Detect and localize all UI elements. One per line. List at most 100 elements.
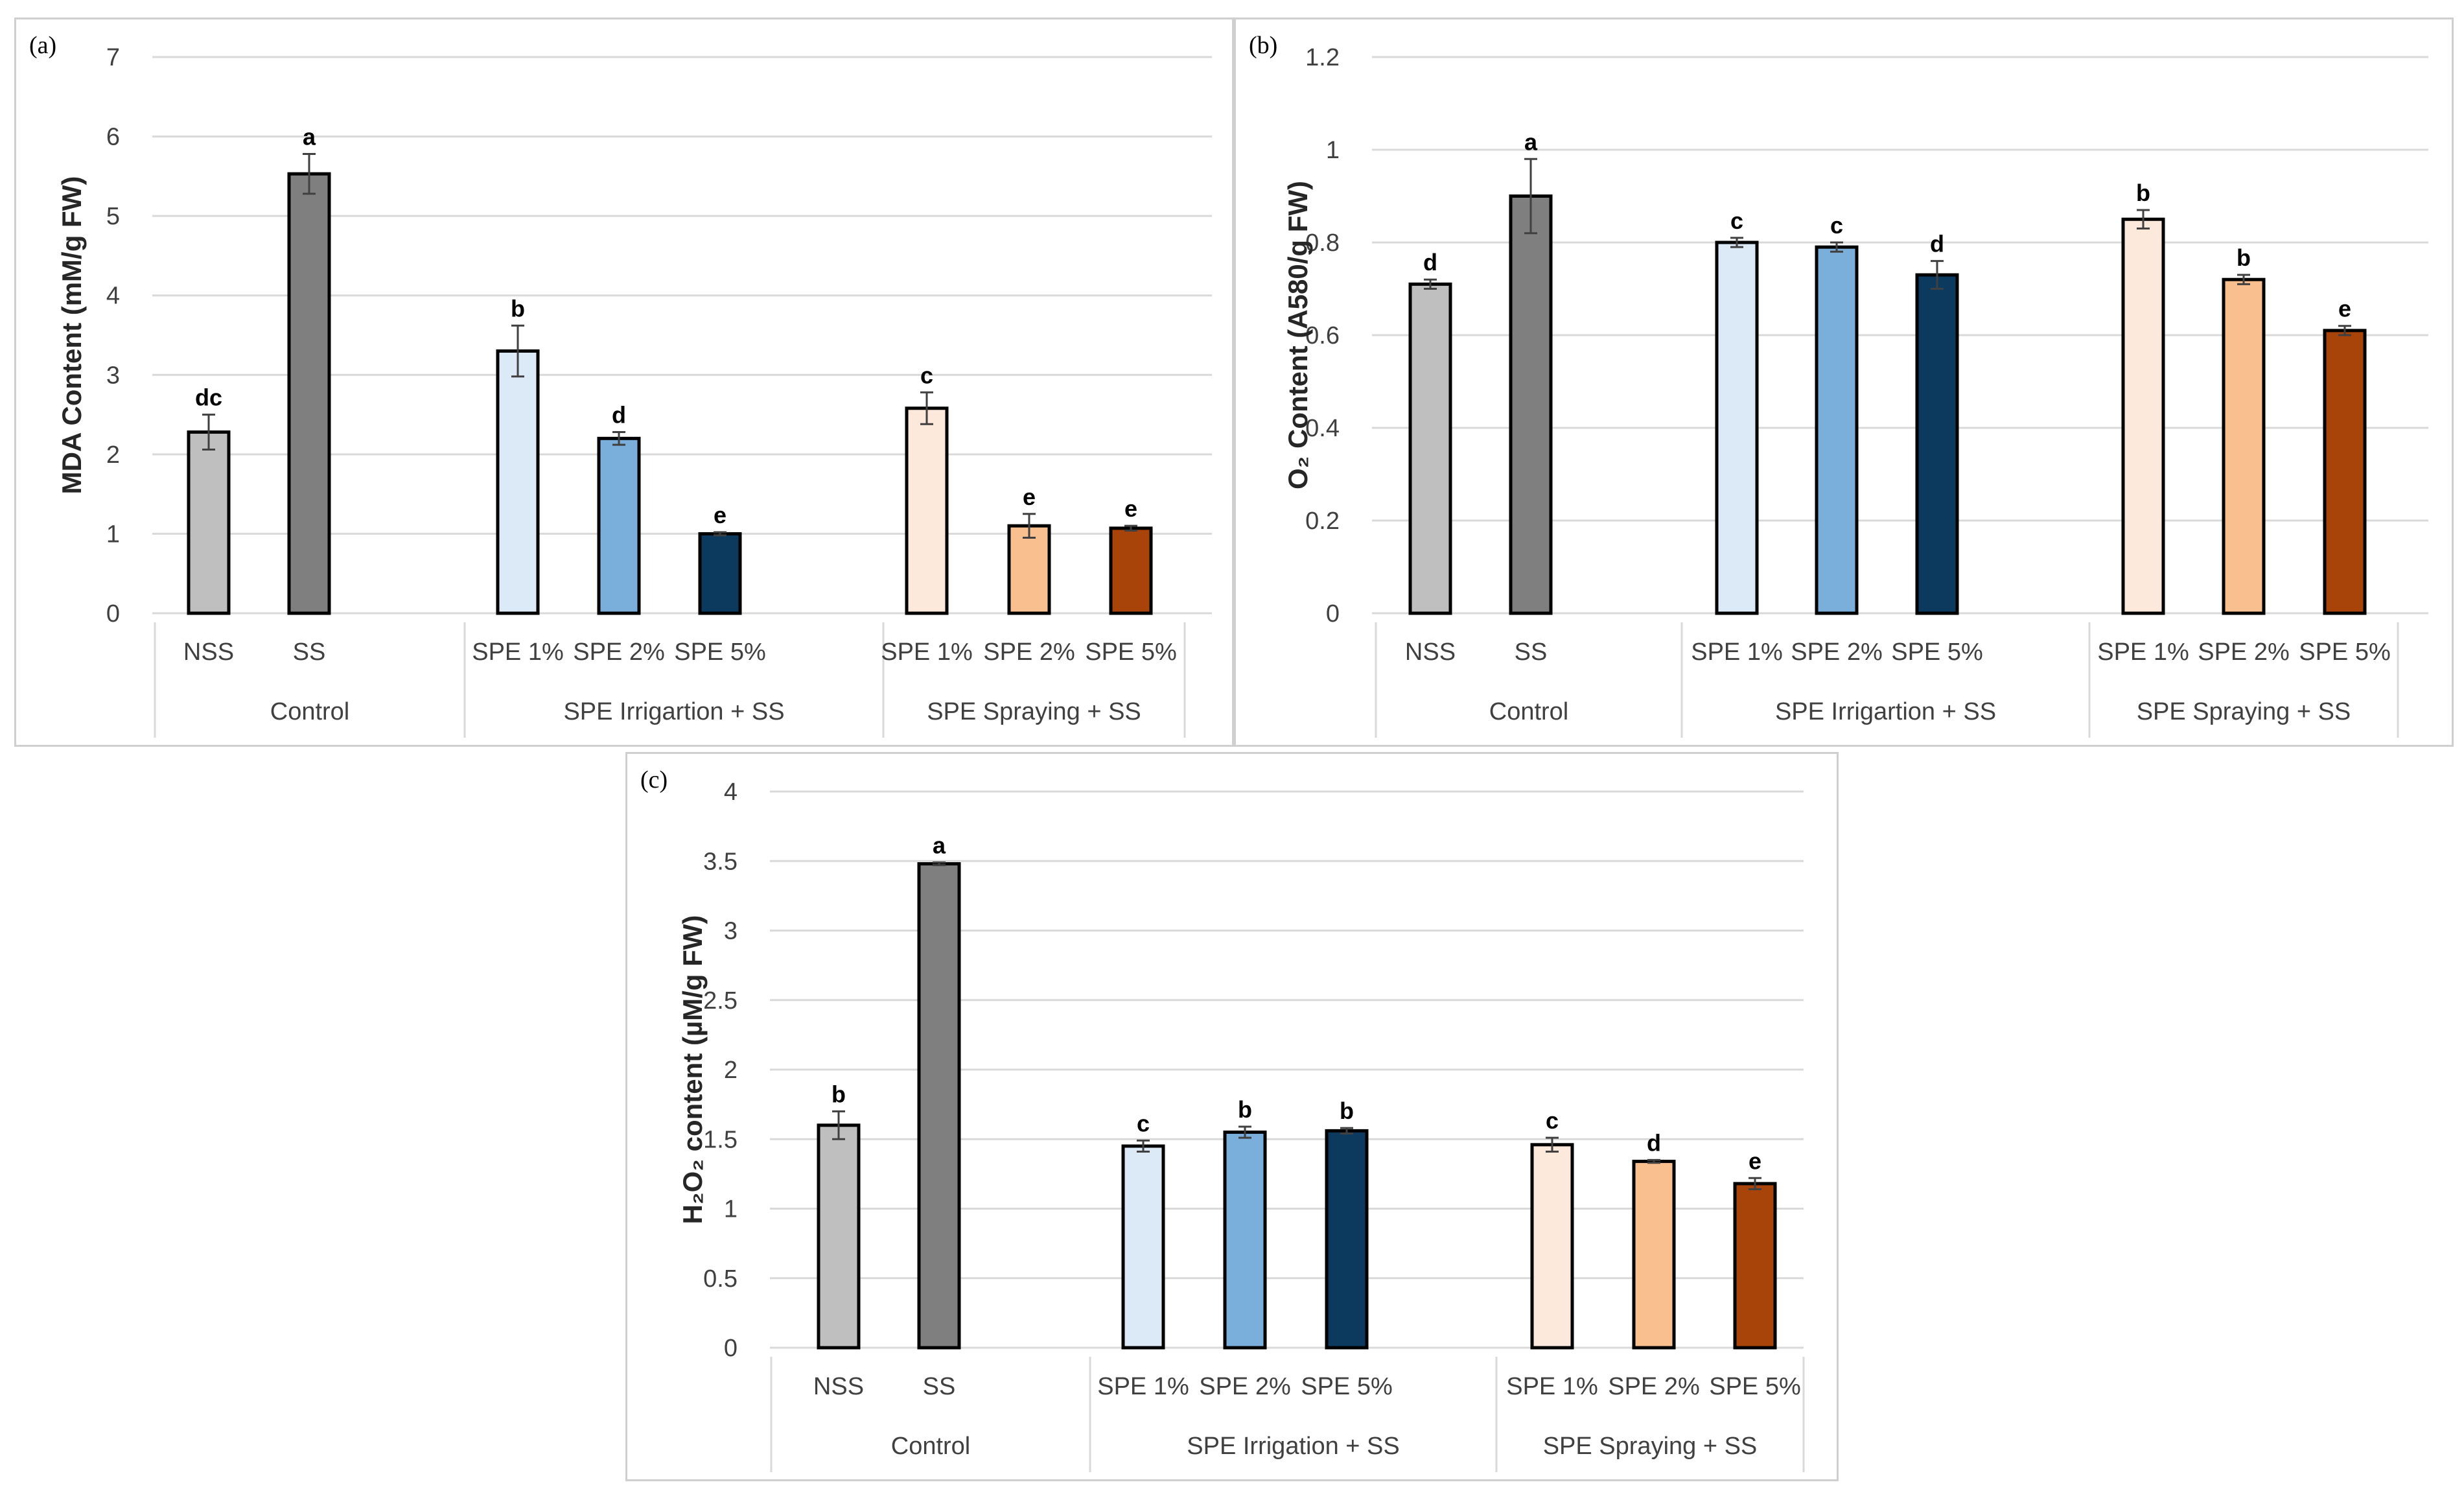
chart-panel-c: (c) 0 0.5 1 1.5 2 2.5 3 3.5 4 H₂O₂ content (µM/g F… <box>625 752 1839 1481</box>
significance-letter: e <box>2338 296 2351 322</box>
y-tick-label: 1 <box>724 1196 738 1223</box>
significance-letter: e <box>1749 1147 1761 1174</box>
chart-panel-a: (a) 0 1 2 3 4 5 6 7 MDA Content (mM/g FW) dc NSS a SS… <box>14 18 1234 747</box>
y-tick-label: 0.6 <box>1305 322 1340 349</box>
category-label: NSS <box>813 1373 864 1400</box>
significance-letter: d <box>612 402 626 428</box>
significance-letter: b <box>511 295 525 322</box>
bar <box>287 172 331 615</box>
significance-letter: a <box>1524 128 1538 155</box>
bar <box>905 406 949 615</box>
bar <box>1121 1144 1165 1350</box>
significance-letter: c <box>1137 1110 1150 1136</box>
y-tick-label: 4 <box>106 283 120 310</box>
chart-panel-b: (b) 0 0.2 0.4 0.6 0.8 1 1.2 O₂ Content (A580/g F… <box>1234 18 2454 747</box>
y-tick-label: 4 <box>724 779 738 806</box>
significance-letter: c <box>920 362 933 388</box>
category-label: NSS <box>183 639 234 666</box>
category-label: SPE 5% <box>2299 639 2391 666</box>
group-label: SPE Spraying + SS <box>927 698 1141 725</box>
bar <box>496 349 540 615</box>
y-tick-label: 0 <box>724 1335 738 1362</box>
y-axis-label: MDA Content (mM/g FW) <box>56 176 87 495</box>
category-label: SPE 1% <box>472 639 564 666</box>
group-label: Control <box>1489 698 1569 725</box>
significance-letter: b <box>831 1081 846 1107</box>
y-tick-label: 6 <box>106 124 120 151</box>
y-tick-label: 5 <box>106 203 120 230</box>
bar <box>1815 245 1859 615</box>
group-label: Control <box>891 1433 971 1460</box>
group-label: SPE Irrigartion + SS <box>563 698 784 725</box>
y-tick-label: 1.5 <box>703 1126 738 1153</box>
significance-letter: c <box>1830 212 1843 239</box>
y-axis-label: O₂ Content (A580/g FW) <box>1283 181 1313 489</box>
bar <box>698 532 742 615</box>
category-label: SPE 5% <box>1301 1373 1393 1400</box>
bar <box>817 1123 861 1350</box>
significance-letter: d <box>1930 231 1944 257</box>
hydrogen-peroxide-chart: (c) 0 0.5 1 1.5 2 2.5 3 3.5 4 H₂O₂ content (µM/g F… <box>640 766 1805 1472</box>
significance-letter: e <box>1023 484 1036 510</box>
bar <box>1715 241 1759 615</box>
category-label: SS <box>1515 639 1548 666</box>
bar <box>1223 1131 1267 1350</box>
category-label: SPE 1% <box>2097 639 2189 666</box>
category-label: SPE 5% <box>674 639 766 666</box>
significance-letter: e <box>714 502 726 528</box>
bar <box>2222 277 2266 615</box>
y-tick-label: 2 <box>106 441 120 469</box>
y-tick-label: 1 <box>1326 137 1340 164</box>
significance-letter: d <box>1423 249 1437 276</box>
category-label: SPE 1% <box>1097 1373 1189 1400</box>
bar <box>2121 217 2165 615</box>
category-label: SPE 2% <box>2198 639 2290 666</box>
panel-label: (a) <box>29 32 56 59</box>
significance-letter: c <box>1730 207 1743 234</box>
category-label: SPE 5% <box>1891 639 1983 666</box>
significance-letter: dc <box>195 384 222 411</box>
category-label: SPE 1% <box>1506 1373 1598 1400</box>
y-tick-label: 3 <box>106 362 120 389</box>
significance-letter: e <box>1124 495 1137 522</box>
y-axis-label: H₂O₂ content (µM/g FW) <box>677 915 708 1225</box>
category-label: SPE 1% <box>1691 639 1783 666</box>
group-label: Control <box>270 698 350 725</box>
category-label: SPE 2% <box>573 639 665 666</box>
group-label: SPE Irrigartion + SS <box>1775 698 1996 725</box>
category-label: SS <box>293 639 326 666</box>
bar <box>917 862 961 1350</box>
significance-letter: b <box>1340 1097 1354 1124</box>
panel-label: (b) <box>1249 32 1277 59</box>
y-tick-label: 1.2 <box>1305 44 1340 71</box>
group-label: SPE Spraying + SS <box>1543 1433 1758 1460</box>
y-tick-label: 3.5 <box>703 848 738 875</box>
category-label: SPE 5% <box>1709 1373 1801 1400</box>
category-label: SS <box>923 1373 956 1400</box>
y-tick-label: 7 <box>106 44 120 71</box>
category-label: SPE 5% <box>1085 639 1177 666</box>
y-tick-label: 2.5 <box>703 987 738 1015</box>
significance-letter: d <box>1647 1129 1661 1156</box>
significance-letter: a <box>933 832 946 858</box>
significance-letter: b <box>2237 244 2251 271</box>
category-label: SPE 2% <box>1608 1373 1700 1400</box>
category-label: SPE 1% <box>881 639 973 666</box>
bar <box>1733 1182 1777 1350</box>
y-tick-label: 0.2 <box>1305 508 1340 535</box>
y-tick-label: 0.4 <box>1305 415 1340 442</box>
bar <box>1007 524 1051 615</box>
category-label: NSS <box>1405 639 1456 666</box>
bar <box>1408 282 1452 615</box>
bar <box>1109 526 1153 615</box>
bar <box>187 430 231 615</box>
y-tick-label: 0 <box>1326 600 1340 628</box>
significance-letter: b <box>2136 180 2150 206</box>
y-tick-label: 3 <box>724 918 738 945</box>
y-tick-label: 0.5 <box>703 1265 738 1293</box>
y-tick-label: 1 <box>106 521 120 548</box>
y-tick-label: 0 <box>106 600 120 628</box>
bar <box>1632 1160 1676 1350</box>
superoxide-chart: (b) 0 0.2 0.4 0.6 0.8 1 1.2 O₂ Content (A580/g F… <box>1249 32 2428 738</box>
